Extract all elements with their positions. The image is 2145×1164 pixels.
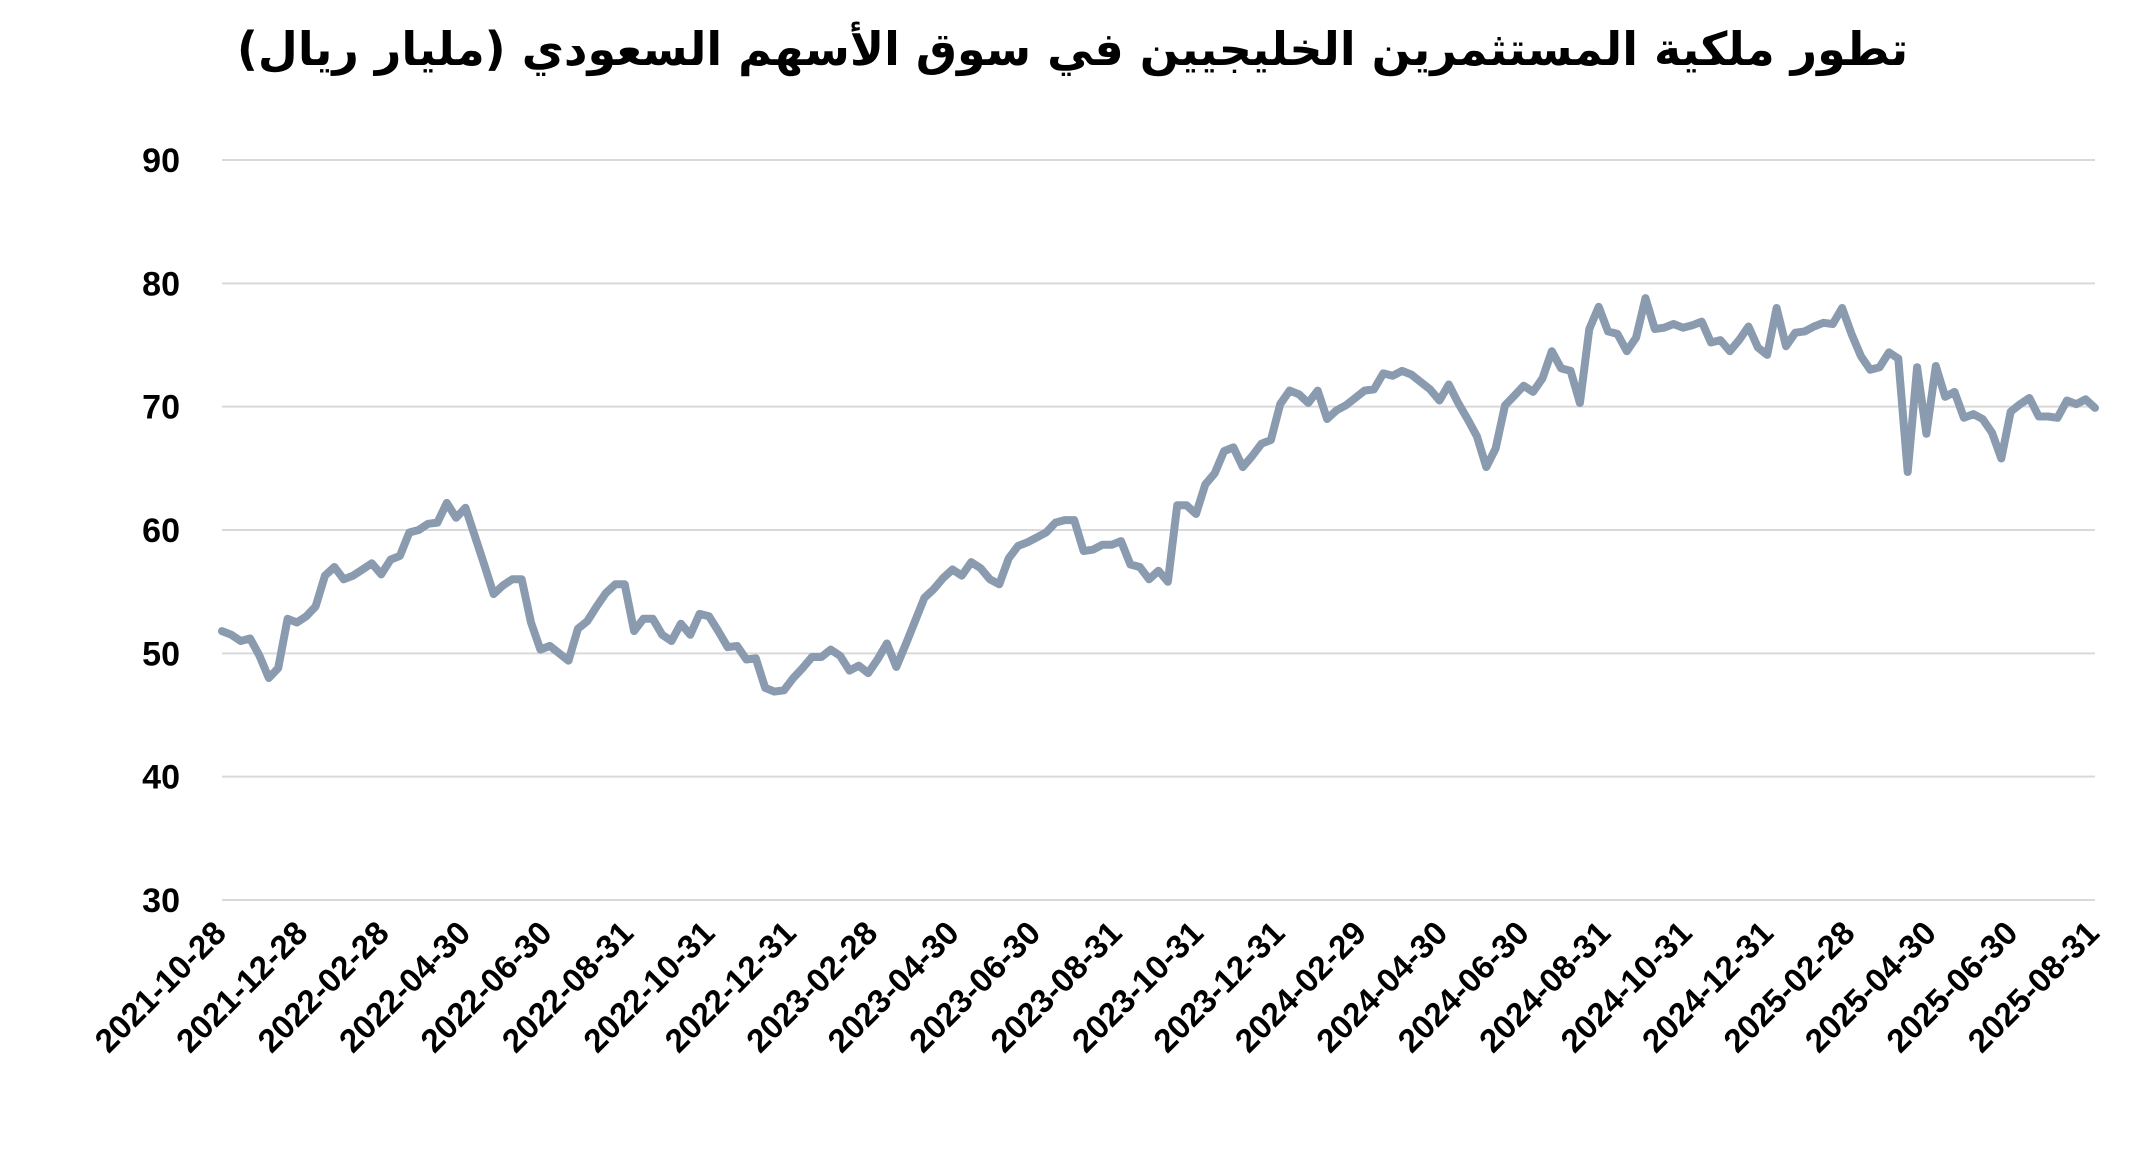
y-tick-label: 50 [142, 635, 180, 673]
series-line [218, 294, 2099, 696]
series-layer [218, 294, 2099, 696]
y-tick-label: 60 [142, 512, 180, 550]
y-tick-label: 30 [142, 882, 180, 920]
y-axis-ticks: 90 80 70 60 50 40 30 [142, 142, 180, 920]
y-tick-label: 90 [142, 142, 180, 180]
y-tick-label: 80 [142, 265, 180, 303]
y-tick-label: 40 [142, 759, 180, 797]
y-tick-label: 70 [142, 389, 180, 427]
x-axis-ticks: 2021-10-282021-12-282022-02-282022-04-30… [87, 914, 2106, 1060]
gridlines [222, 159, 2095, 901]
chart-title: تطور ملكية المستثمرين الخليجيين في سوق ا… [236, 22, 1909, 76]
